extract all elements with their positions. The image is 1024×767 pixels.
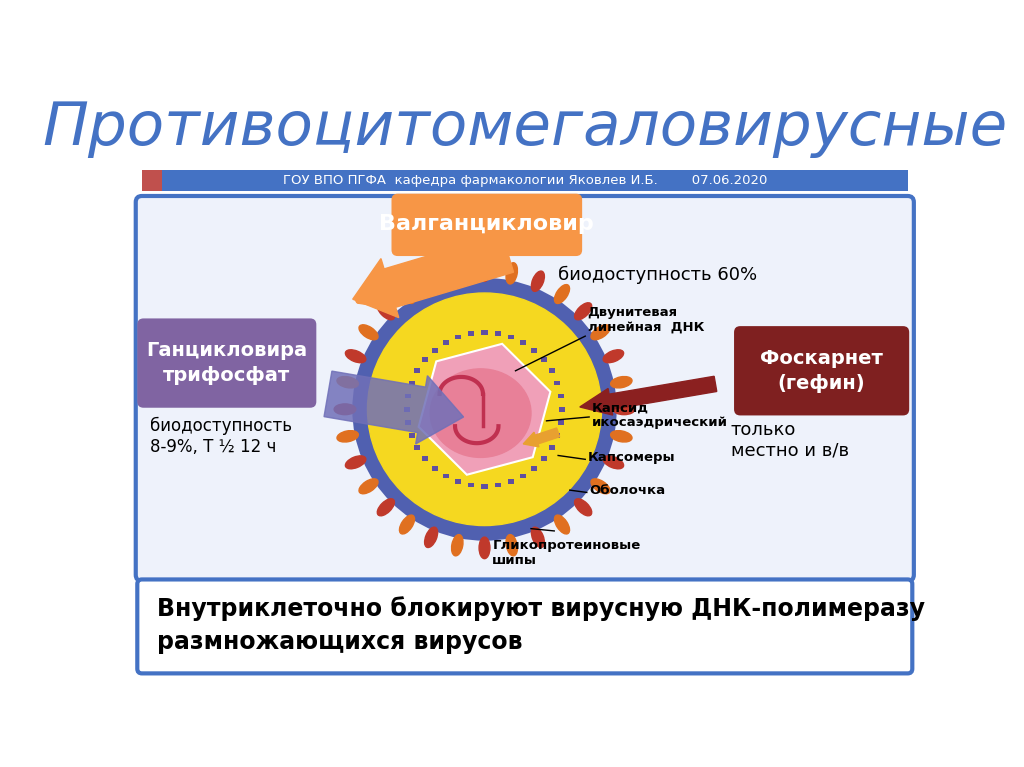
Bar [558,420,564,425]
Ellipse shape [334,404,356,415]
Bar [431,466,438,471]
Bar [409,433,415,438]
Bar [554,433,560,438]
Bar [142,170,162,192]
Bar [406,393,412,398]
Text: Валганцикловир: Валганцикловир [380,215,594,235]
Text: Фоскарнет
(гефин): Фоскарнет (гефин) [760,349,883,393]
Bar [508,479,514,484]
Bar [520,474,526,479]
Ellipse shape [610,377,632,388]
Bar [520,341,526,345]
Ellipse shape [554,515,569,534]
FancyBboxPatch shape [391,194,583,256]
Ellipse shape [506,535,517,556]
Bar [481,484,487,489]
Bar [481,330,487,334]
Ellipse shape [377,307,592,512]
Text: Капсид
икосаэдрический: Капсид икосаэдрический [592,401,727,430]
Ellipse shape [399,515,415,534]
Ellipse shape [337,430,358,442]
Bar [162,170,907,192]
Bar [508,334,514,339]
Ellipse shape [359,324,378,340]
Ellipse shape [591,479,610,494]
Polygon shape [419,344,550,475]
FancyBboxPatch shape [137,318,316,408]
Bar [559,407,565,412]
Bar [455,334,461,339]
Ellipse shape [531,271,545,291]
Text: Двунитевая
линейная  ДНК: Двунитевая линейная ДНК [588,306,703,334]
Bar [468,331,474,336]
Bar [554,380,560,385]
Text: Противоцитомегаловирусные: Противоцитомегаловирусные [42,99,1008,158]
Bar [468,482,474,487]
FancyArrow shape [324,371,464,444]
Bar [406,420,412,425]
Bar [422,357,428,362]
Bar [442,341,449,345]
Ellipse shape [479,260,489,281]
Ellipse shape [377,499,394,515]
Bar [531,466,538,471]
Bar [431,348,438,353]
Ellipse shape [399,285,415,304]
Bar [403,407,410,412]
Text: только
местно и в/в: только местно и в/в [731,421,849,459]
Text: Внутриклеточно блокируют вирусную ДНК-полимеразу
размножающихся вирусов: Внутриклеточно блокируют вирусную ДНК-по… [158,596,926,654]
Text: Капсомеры: Капсомеры [588,450,675,463]
Ellipse shape [531,527,545,548]
Bar [549,446,555,450]
Ellipse shape [452,535,463,556]
Ellipse shape [610,430,632,442]
Bar [558,393,564,398]
Bar [541,456,547,461]
Bar [541,357,547,362]
Ellipse shape [603,456,624,469]
Bar [495,331,501,336]
Ellipse shape [345,456,366,469]
Ellipse shape [425,271,437,291]
Ellipse shape [574,499,592,515]
Text: биодоступность 60%: биодоступность 60% [558,265,758,284]
FancyBboxPatch shape [137,579,912,673]
Text: Оболочка: Оболочка [589,484,666,496]
FancyBboxPatch shape [734,326,909,416]
Bar [531,348,538,353]
Ellipse shape [613,404,635,415]
Text: Ганцикловира
трифосфат: Ганцикловира трифосфат [145,341,307,385]
Ellipse shape [377,303,394,320]
Bar [422,456,428,461]
Bar [442,474,449,479]
Ellipse shape [591,324,610,340]
FancyArrow shape [352,234,514,318]
Ellipse shape [574,303,592,320]
Bar [415,368,421,373]
Ellipse shape [479,537,489,558]
Ellipse shape [430,369,531,457]
FancyArrow shape [580,377,717,415]
Ellipse shape [506,263,517,284]
Bar [549,368,555,373]
Ellipse shape [359,479,378,494]
Ellipse shape [425,527,437,548]
FancyBboxPatch shape [136,196,913,581]
Circle shape [368,293,601,525]
FancyArrow shape [523,428,559,447]
Bar [415,446,421,450]
Text: ГОУ ВПО ПГФА  кафедра фармакологии Яковлев И.Б.        07.06.2020: ГОУ ВПО ПГФА кафедра фармакологии Яковле… [283,174,767,187]
Bar [495,482,501,487]
Text: Гликопротеиновые
шипы: Гликопротеиновые шипы [493,538,640,567]
Bar [455,479,461,484]
Ellipse shape [603,350,624,363]
Ellipse shape [337,377,358,388]
Ellipse shape [452,263,463,284]
Ellipse shape [345,350,366,363]
Text: биодоступность
8-9%, T ½ 12 ч: биодоступность 8-9%, T ½ 12 ч [150,417,292,456]
Bar [409,380,415,385]
Ellipse shape [554,285,569,304]
